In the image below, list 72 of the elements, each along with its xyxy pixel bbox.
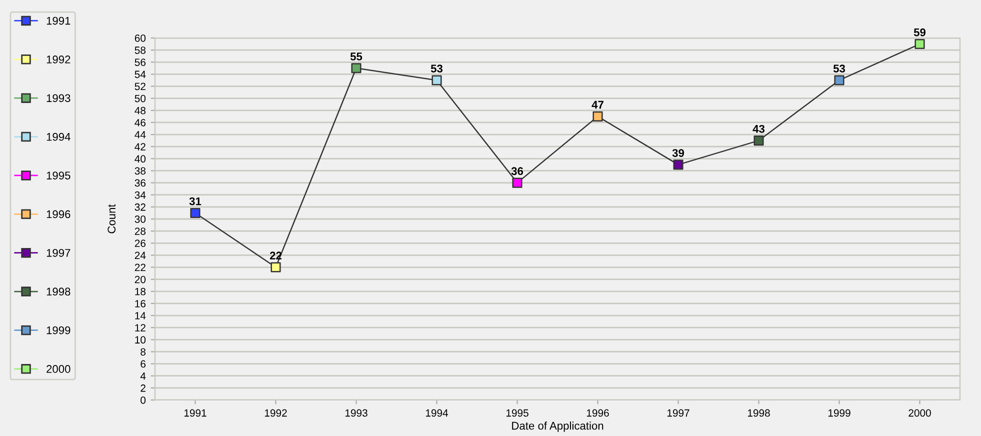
x-tick-label: 2000 [908, 409, 931, 417]
legend-label: 1995 [46, 172, 70, 180]
y-tick-label: 36 [134, 179, 146, 187]
y-tick-label: 32 [134, 203, 146, 211]
x-tick-label: 1992 [264, 409, 287, 417]
y-tick-label: 54 [134, 70, 146, 78]
x-tick-label: 1991 [184, 409, 206, 417]
point [351, 63, 362, 74]
point [592, 111, 603, 122]
point [512, 178, 522, 188]
x-tick-label: 1998 [748, 409, 770, 417]
legend-label: 2000 [46, 365, 70, 373]
x-tick-label: 1995 [506, 409, 528, 417]
legend-label: 1993 [46, 94, 70, 102]
point [914, 39, 925, 50]
x-tick-label: 1997 [667, 409, 690, 417]
x-tick-label: 1996 [586, 409, 609, 417]
y-tick-label: 6 [140, 360, 146, 368]
y-tick-label: 26 [134, 240, 146, 248]
y-tick-label: 14 [135, 312, 146, 320]
y-tick-label: 56 [134, 58, 146, 66]
y-tick-label: 30 [134, 216, 146, 223]
y-tick-label: 4 [140, 372, 146, 380]
legend-label: 1994 [46, 132, 70, 141]
y-tick-label: 42 [134, 143, 146, 150]
data-label: 47 [592, 100, 604, 109]
point [190, 208, 200, 218]
data-label: 55 [350, 52, 362, 60]
y-tick-label: 28 [134, 228, 146, 235]
legend-label: 1997 [46, 248, 70, 257]
point [270, 262, 281, 272]
y-tick-label: 50 [134, 94, 146, 102]
y-tick-label: 8 [140, 348, 146, 356]
y-tick-label: 46 [134, 118, 146, 126]
y-tick-label: 20 [134, 276, 146, 284]
point [673, 160, 684, 170]
y-tick-label: 38 [134, 167, 146, 175]
legend-label: 1999 [46, 326, 70, 334]
legend-label: 1991 [46, 16, 70, 25]
y-tick-label: 2 [140, 384, 146, 392]
y-tick-label: 16 [135, 300, 146, 308]
data-label: 53 [833, 64, 846, 72]
y-tick-label: 22 [134, 264, 146, 272]
x-tick-label: 1993 [345, 409, 368, 417]
y-tick-label: 18 [135, 288, 146, 296]
y-tick-label: 52 [134, 82, 146, 90]
point [834, 75, 844, 86]
y-tick-label: 0 [140, 396, 146, 404]
legend-label: 1992 [46, 56, 70, 64]
data-label: 43 [752, 124, 765, 133]
legend-label: 1996 [46, 210, 70, 218]
x-tick-label: 1994 [426, 409, 448, 417]
y-tick-label: 24 [134, 252, 146, 259]
data-label: 53 [430, 64, 443, 72]
y-tick-label: 58 [134, 46, 146, 54]
y-tick-label: 44 [134, 131, 146, 138]
y-tick-label: 10 [135, 336, 146, 344]
legend-label: 1998 [46, 288, 70, 296]
y-tick-label: 48 [134, 106, 146, 114]
data-label: 39 [672, 149, 684, 157]
y-tick-label: 12 [135, 324, 146, 332]
point [754, 136, 764, 146]
x-axis-title: Date of Application [512, 422, 604, 432]
y-tick-label: 34 [134, 191, 146, 199]
data-label: 36 [511, 167, 524, 176]
y-tick-label: 40 [134, 155, 146, 163]
y-tick-label: 60 [134, 34, 146, 42]
y-axis-title: Count [108, 204, 116, 234]
data-label: 59 [914, 28, 926, 36]
x-tick-label: 1999 [828, 409, 850, 417]
data-label: 31 [189, 197, 202, 206]
point [432, 75, 442, 86]
